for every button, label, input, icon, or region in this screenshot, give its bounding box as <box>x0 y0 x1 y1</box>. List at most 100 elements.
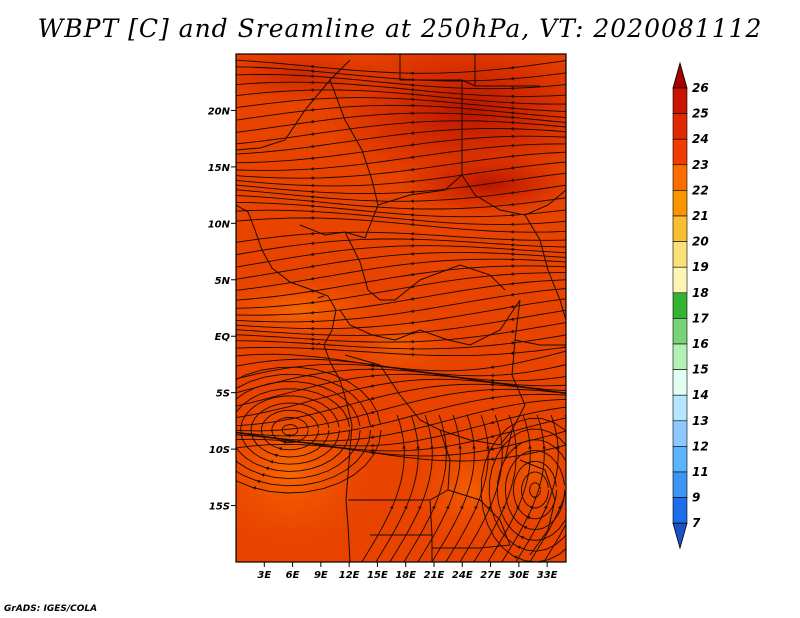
border-mali-niger <box>329 79 379 206</box>
streamline-arrow <box>310 346 314 351</box>
lon-tick-label: 21E <box>424 570 445 581</box>
colorbar-swatch <box>672 266 688 294</box>
streamline-arrow <box>410 83 414 87</box>
streamline-arrow <box>510 202 514 207</box>
colorbar-label: 11 <box>692 465 709 479</box>
streamline-arrow <box>269 460 274 464</box>
colorbar-label: 18 <box>692 286 709 300</box>
streamline-arrow <box>529 506 534 510</box>
streamline-arrow <box>510 238 514 242</box>
streamline-arrow <box>510 154 514 158</box>
streamline-arrow <box>310 199 314 204</box>
streamline-arrow <box>310 190 314 194</box>
colorbar-swatch <box>672 138 688 166</box>
streamline <box>521 471 549 509</box>
streamline-arrow <box>502 505 506 509</box>
streamline-arrow <box>310 132 314 136</box>
lat-tick-label: 20N <box>208 106 231 117</box>
colorbar-label: 22 <box>692 183 709 197</box>
streamline-arrow <box>510 86 514 91</box>
streamline-arrow <box>510 304 514 309</box>
colorbar-label: 14 <box>692 388 709 402</box>
streamline <box>281 424 299 436</box>
streamline-arrow <box>510 329 514 334</box>
streamline-arrow <box>486 445 490 449</box>
colorbar-label: 13 <box>692 414 709 428</box>
streamline-arrow <box>410 167 414 172</box>
streamline-arrow <box>310 310 314 315</box>
streamline <box>260 409 320 451</box>
streamline-arrow <box>510 178 514 182</box>
streamline-arrow <box>310 69 314 73</box>
streamline-arrow <box>310 108 314 112</box>
streamline-arrow <box>410 222 414 227</box>
streamline-arrow <box>558 505 562 509</box>
streamline-arrow <box>513 555 518 560</box>
streamline-arrow <box>510 106 514 111</box>
colorbar-swatch <box>672 292 688 319</box>
streamline-arrow <box>278 447 283 451</box>
border-gulf-islands <box>315 295 325 346</box>
streamline-arrow <box>510 243 514 247</box>
streamline-arrow <box>310 80 314 85</box>
streamline <box>512 460 558 520</box>
streamline-arrow <box>410 309 414 313</box>
streamline-arrow <box>510 281 514 286</box>
streamline-arrow <box>310 167 314 171</box>
colorbar-label: 23 <box>692 158 709 172</box>
streamline-arrow <box>510 166 514 170</box>
streamline <box>375 414 419 562</box>
streamline-arrow <box>370 384 374 388</box>
streamline-arrow <box>572 505 575 509</box>
streamline-arrow <box>310 326 314 331</box>
streamline-arrow <box>310 144 314 149</box>
streamline-arrow <box>526 516 531 520</box>
streamline-arrow <box>410 111 414 115</box>
streamline-arrow <box>310 183 314 188</box>
streamline <box>488 428 566 552</box>
streamline-arrow <box>510 143 514 148</box>
border-mozambique <box>519 459 556 556</box>
streamline <box>236 363 566 382</box>
streamline-arrow <box>490 365 494 369</box>
streamline-arrow <box>310 276 314 281</box>
streamline-arrow <box>410 261 414 266</box>
streamline-arrow <box>410 213 414 217</box>
streamline-arrow <box>510 247 514 252</box>
streamline <box>473 414 517 562</box>
streamline <box>389 414 433 562</box>
border-car <box>394 264 506 301</box>
streamline-arrow <box>282 440 287 444</box>
streamline-arrow <box>510 351 514 355</box>
border-sahara-west <box>236 59 351 151</box>
streamline-arrow <box>490 420 494 425</box>
streamline-arrow <box>510 257 514 262</box>
streamline-arrow <box>404 505 408 509</box>
colorbar: 26 25 24 23 22 21 20 19 18 17 16 15 14 13 12 11 9 7 <box>672 61 709 550</box>
colorbar-swatch <box>672 164 688 191</box>
colorbar-label: 21 <box>692 209 709 223</box>
streamline <box>543 523 566 562</box>
streamline-arrow <box>490 434 494 438</box>
streamline-arrow <box>460 505 464 509</box>
streamline <box>236 373 372 487</box>
streamline-arrow <box>310 209 314 214</box>
streamline-arrow <box>432 505 436 509</box>
lon-tick-label: 12E <box>339 570 360 581</box>
streamline-arrow <box>490 447 494 451</box>
streamline-arrow <box>510 111 514 115</box>
colorbar-swatch <box>672 369 688 396</box>
streamline-arrow <box>410 92 414 97</box>
streamline-arrow <box>260 473 265 477</box>
streamline-arrow <box>310 264 314 268</box>
streamline-arrow <box>410 347 414 351</box>
streamline-arrow <box>510 115 514 120</box>
lat-tick-label: EQ <box>215 332 231 343</box>
streamline-arrow <box>510 65 514 70</box>
streamline-arrow <box>310 74 314 79</box>
streamline-arrow <box>410 339 414 344</box>
streamline-arrow <box>402 445 406 449</box>
streamline-arrow <box>523 526 528 530</box>
colorbar-label: 12 <box>692 439 709 453</box>
streamline-arrow <box>510 134 514 139</box>
